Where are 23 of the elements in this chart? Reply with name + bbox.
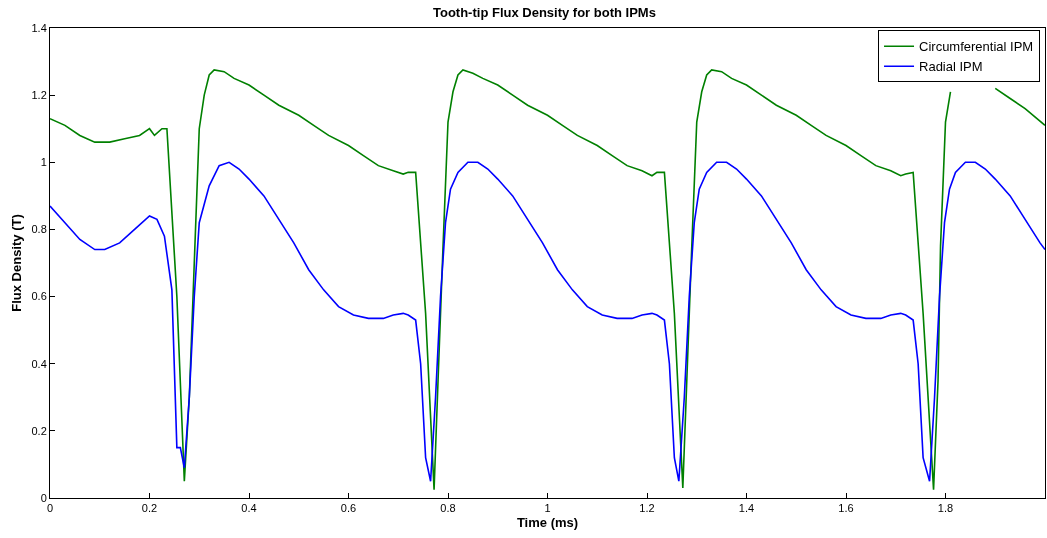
x-tick-label: 0.8 bbox=[440, 502, 456, 515]
y-tick-label: 1.4 bbox=[31, 21, 47, 34]
x-tick-label: 1 bbox=[544, 502, 551, 515]
x-tick-label: 1.8 bbox=[937, 502, 954, 515]
legend-label: Circumferential IPM bbox=[919, 39, 1034, 55]
chart-title: Tooth-tip Flux Density for both IPMs bbox=[432, 5, 656, 21]
y-tick-label: 0.6 bbox=[31, 290, 47, 303]
y-tick-label: 0.4 bbox=[31, 357, 47, 370]
x-tick-label: 0.6 bbox=[340, 502, 357, 515]
x-tick-label: 1.6 bbox=[838, 502, 854, 515]
y-tick-label: 0.2 bbox=[31, 424, 47, 437]
legend-label: Radial IPM bbox=[919, 59, 983, 75]
y-tick-label: 0 bbox=[40, 491, 47, 504]
x-tick-label: 1.2 bbox=[639, 502, 655, 515]
y-tick-label: 0.8 bbox=[31, 223, 47, 236]
x-axis-title: Time (ms) bbox=[516, 514, 579, 530]
x-tick-label: 1.4 bbox=[738, 502, 755, 515]
line-series bbox=[50, 161, 1045, 483]
x-tick-label: 0.2 bbox=[141, 502, 158, 515]
x-tick-label: 0.4 bbox=[241, 502, 257, 515]
y-tick-label: 1 bbox=[40, 156, 47, 169]
y-axis-title: Flux Density (T) bbox=[9, 214, 25, 312]
y-tick-label: 1.2 bbox=[31, 88, 47, 101]
